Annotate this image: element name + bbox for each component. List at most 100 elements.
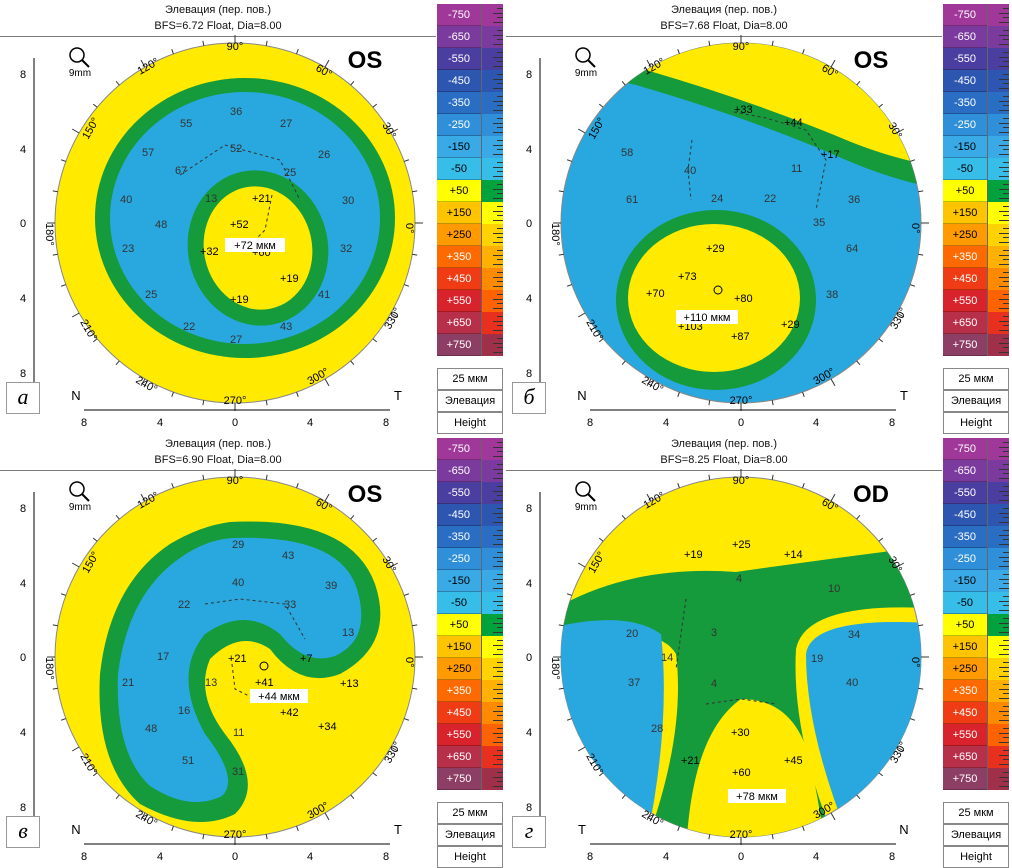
height-button[interactable]: Height	[943, 412, 1009, 434]
scale-tick	[497, 8, 503, 10]
angle-tick	[830, 812, 836, 821]
angle-270-label: 270°	[730, 829, 753, 841]
x-tick-label: 8	[81, 851, 87, 863]
value-label: 39	[325, 580, 337, 592]
value-label: 51	[182, 755, 194, 767]
scale-tick	[497, 464, 503, 466]
angle-tick	[621, 794, 626, 800]
scale-tick	[493, 697, 503, 699]
value-label: 16	[178, 705, 190, 717]
value-label: +32	[200, 246, 219, 258]
angle-tick	[621, 514, 626, 520]
elevation-map[interactable]: 90° 270° 0° 180° 120° 60° 150° 30° 210° …	[0, 434, 436, 868]
scale-value: +250	[943, 224, 987, 246]
scale-row: +550	[943, 290, 1009, 312]
scale-tick	[493, 175, 503, 177]
mode-button[interactable]: Элевация	[437, 390, 503, 412]
scale-tick	[493, 446, 503, 448]
scale-row: +250	[437, 658, 503, 680]
scale-tick	[1003, 451, 1009, 453]
scale-tick	[999, 609, 1009, 611]
scale-value: -150	[437, 136, 481, 158]
y-tick-label: 4	[20, 293, 26, 305]
panel-letter: в	[6, 816, 40, 848]
scale-tick	[1003, 83, 1009, 85]
height-button[interactable]: Height	[437, 846, 503, 868]
scale-tick	[493, 543, 503, 545]
value-label: 27	[280, 118, 292, 130]
yellow-bottom-zone	[686, 699, 826, 837]
zoom-label: 9mm	[69, 68, 91, 79]
scale-value: +150	[437, 202, 481, 224]
mode-button[interactable]: Элевация	[437, 824, 503, 846]
scale-swatch	[481, 482, 503, 504]
value-label: 34	[848, 629, 860, 641]
scale-tick	[999, 776, 1009, 778]
scale-value: +650	[437, 312, 481, 334]
elevation-map[interactable]: 90° 270° 0° 180° 120° 60° 150° 30° 210° …	[0, 0, 436, 434]
angle-tick	[577, 746, 586, 752]
value-label: 14	[661, 652, 673, 664]
scale-value: -450	[437, 504, 481, 526]
scale-tick	[497, 671, 503, 673]
scale-row: -250	[437, 114, 503, 136]
elevation-map[interactable]: 90° 270° 0° 180° 120° 60° 150° 30° 210° …	[506, 434, 942, 868]
scale-swatch	[987, 680, 1009, 702]
angle-tick	[140, 59, 146, 68]
center-value-label: +44 мкм	[258, 691, 300, 703]
height-button[interactable]: Height	[943, 846, 1009, 868]
angle-tick	[372, 338, 378, 343]
height-button[interactable]: Height	[437, 412, 503, 434]
scale-tick	[1003, 325, 1009, 327]
angle-tick	[856, 80, 861, 86]
scale-tick	[1003, 728, 1009, 730]
scale-value: +450	[943, 702, 987, 724]
scale-value: -550	[437, 48, 481, 70]
scale-tick	[999, 763, 1009, 765]
scale-tick	[1003, 140, 1009, 142]
angle-tick	[598, 537, 604, 542]
scale-tick	[497, 140, 503, 142]
elevation-map[interactable]: 90° 270° 0° 180° 120° 60° 150° 30° 210° …	[506, 0, 942, 434]
value-label: 22	[764, 193, 776, 205]
scale-tick	[497, 171, 503, 173]
scale-tick	[1003, 495, 1009, 497]
yellow-lower-zone	[628, 224, 800, 372]
mode-button[interactable]: Элевация	[943, 390, 1009, 412]
value-label: 4	[711, 678, 717, 690]
angle-tick	[646, 378, 652, 387]
scale-swatch	[987, 312, 1009, 334]
scale-tick	[999, 697, 1009, 699]
scale-swatch	[987, 438, 1009, 460]
scale-row: +150	[943, 636, 1009, 658]
scale-value: +550	[943, 724, 987, 746]
scale-row: -50	[437, 158, 503, 180]
scale-tick	[1003, 52, 1009, 54]
scale-tick	[497, 149, 503, 151]
scale-tick	[497, 193, 503, 195]
scale-tick	[999, 100, 1009, 102]
scale-tick	[493, 263, 503, 265]
y-axis: 8 4 0 4 8	[20, 492, 35, 829]
mode-button[interactable]: Элевация	[943, 824, 1009, 846]
map-title: Элевация (пер. пов.)	[165, 438, 271, 450]
scale-tick	[497, 684, 503, 686]
scale-tick	[493, 521, 503, 523]
ticks	[47, 35, 423, 411]
value-label: 67	[175, 165, 187, 177]
scale-tick	[999, 666, 1009, 668]
angle-tick	[577, 562, 586, 568]
scale-value: +50	[437, 180, 481, 202]
scale-value: -750	[943, 4, 987, 26]
scale-row: -150	[943, 570, 1009, 592]
value-label: 11	[233, 727, 244, 739]
angle-tick	[324, 378, 330, 387]
value-label: 43	[282, 550, 294, 562]
scale-tick	[1003, 508, 1009, 510]
scale-tick	[493, 342, 503, 344]
scale-tick	[999, 285, 1009, 287]
scale-tick	[493, 732, 503, 734]
scale-swatch	[987, 724, 1009, 746]
scale-tick	[497, 162, 503, 164]
value-labels: +33 +44 +17 58 40 11 61 24 22 36 35 +29 …	[621, 104, 860, 343]
